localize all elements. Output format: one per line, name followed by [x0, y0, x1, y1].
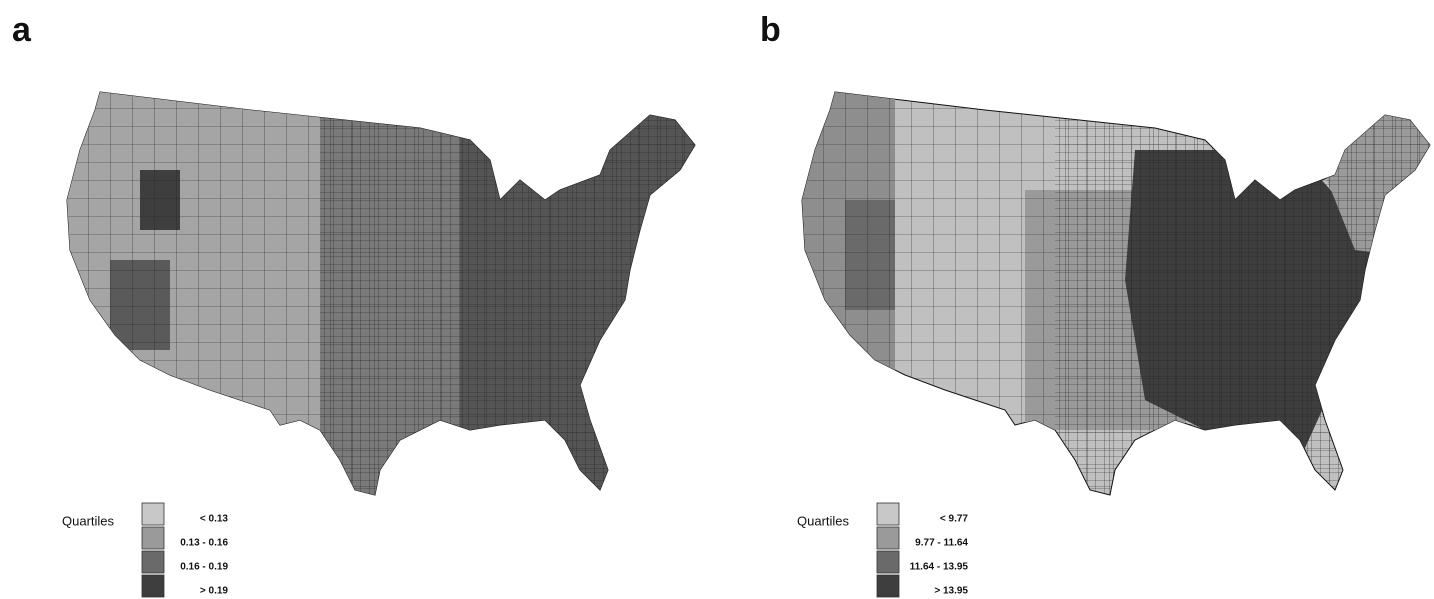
legend-title: Quartiles [797, 513, 850, 528]
legend-swatch [876, 574, 900, 598]
legend-label: > 0.19 [200, 586, 229, 597]
legend-label: 0.16 - 0.19 [180, 562, 228, 573]
map-a [66, 91, 696, 496]
panel-label: b [760, 11, 781, 49]
legend-swatch [876, 550, 900, 574]
panel-label: a [12, 11, 32, 49]
legend-swatch [876, 502, 900, 526]
legend-label: 0.13 - 0.16 [180, 538, 228, 549]
map-b [801, 91, 1431, 496]
legend-swatch [141, 550, 165, 574]
legend-label: < 0.13 [200, 514, 229, 525]
legend-swatch [141, 526, 165, 550]
legend-title: Quartiles [62, 513, 115, 528]
legend-swatch [141, 574, 165, 598]
legend-swatch [141, 502, 165, 526]
legend-swatch [876, 526, 900, 550]
legend-label: 9.77 - 11.64 [915, 538, 968, 549]
legend-label: < 9.77 [940, 514, 969, 525]
legend-label: > 13.95 [934, 586, 968, 597]
legend-label: 11.64 - 13.95 [910, 562, 969, 573]
